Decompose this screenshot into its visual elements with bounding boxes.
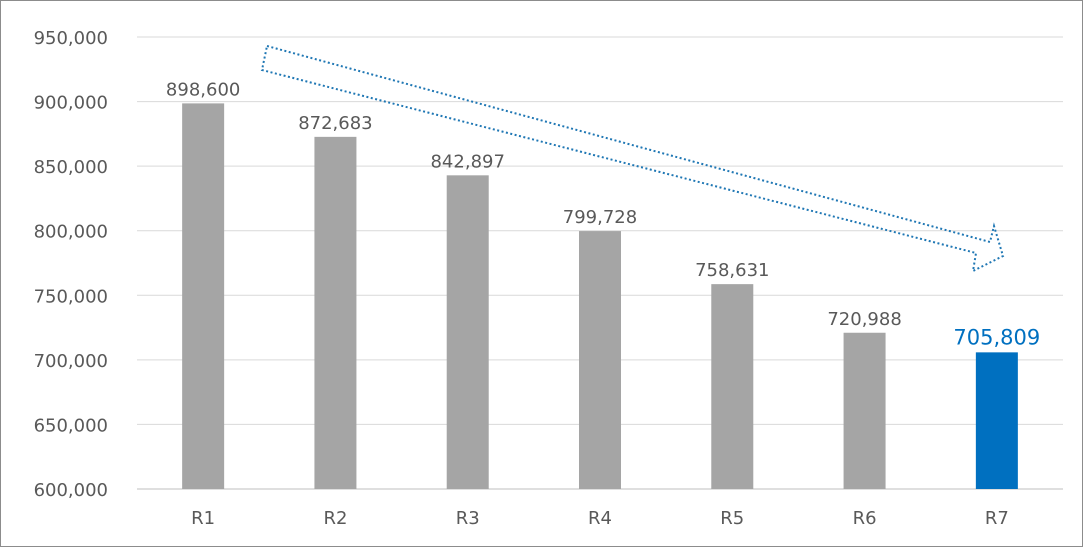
x-tick-label: R5 [720,508,744,529]
bar [446,175,489,490]
y-tick-label: 600,000 [34,480,108,501]
y-tick-label: 850,000 [34,157,108,178]
data-label: 705,809 [953,325,1040,349]
y-tick-label: 800,000 [34,222,108,243]
bar [182,103,225,489]
y-tick-label: 900,000 [34,93,108,114]
y-tick-label: 750,000 [34,286,108,307]
x-tick-label: R6 [853,508,877,529]
x-tick-label: R2 [323,508,347,529]
y-tick-label: 650,000 [34,415,108,436]
data-label: 720,988 [827,309,901,330]
bar [711,284,754,489]
data-labels: 898,600 872,683 842,897 799,728 758,631 720,9… [166,79,1040,349]
bar [975,352,1018,489]
x-tick-label: R7 [985,508,1009,529]
x-tick-label: R4 [588,508,612,529]
y-tick-label: 950,000 [34,28,108,49]
x-tick-label: R3 [456,508,480,529]
data-label: 872,683 [298,113,372,134]
trend-arrow-icon [260,44,1005,273]
data-label: 799,728 [563,207,637,228]
gridlines [137,36,1063,490]
bars [182,103,1018,490]
data-label: 758,631 [695,260,769,281]
x-axis-ticks: R1 R2 R3 R4 R5 R6 R7 [191,508,1009,529]
data-label: 842,897 [430,151,504,172]
x-tick-label: R1 [191,508,215,529]
bar [843,332,886,489]
y-axis-ticks: 600,000 650,000 700,000 750,000 800,000 850,0… [34,28,108,501]
y-tick-label: 700,000 [34,351,108,372]
data-label: 898,600 [166,79,240,100]
bar [314,136,357,490]
bar [579,231,621,489]
